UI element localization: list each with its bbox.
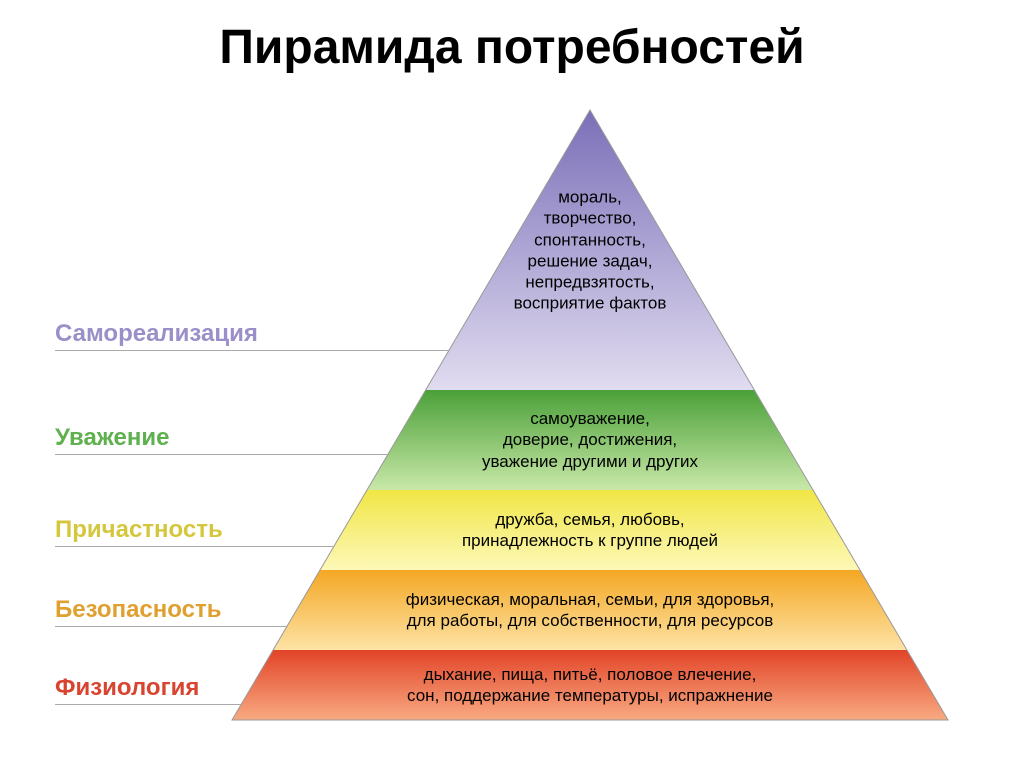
pyramid-diagram: Пирамида потребностей мораль, творчество… [0,0,1024,767]
level-label-3: Безопасность [55,596,221,624]
connector-2 [55,546,334,547]
level-label-4: Физиология [55,674,199,702]
connector-1 [55,454,388,455]
level-label-1: Уважение [55,424,169,452]
connector-3 [55,626,287,627]
level-description-0: мораль, творчество, спонтанность, решени… [0,186,1024,314]
connector-4 [55,704,241,705]
pyramid-svg [0,0,1024,767]
level-label-0: Самореализация [55,320,258,348]
level-label-2: Причастность [55,516,223,544]
connector-0 [55,350,449,351]
